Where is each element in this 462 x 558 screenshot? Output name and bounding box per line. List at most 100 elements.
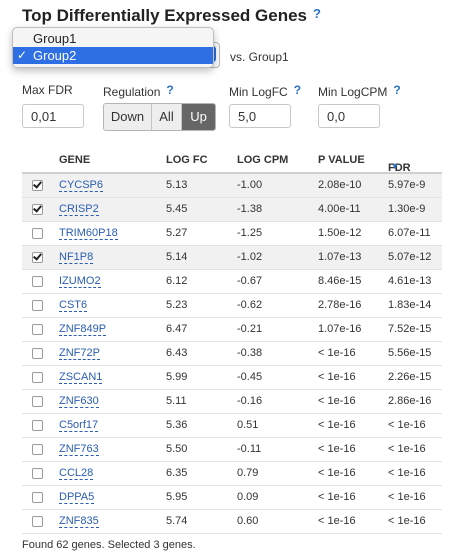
gene-link[interactable]: CRISP2: [59, 203, 99, 216]
dropdown-option-group1[interactable]: Group1: [13, 30, 213, 47]
row-checkbox[interactable]: [32, 252, 43, 263]
table-row[interactable]: CCL28 6.35 0.79 < 1e-16 < 1e-16: [22, 462, 442, 486]
row-checkbox[interactable]: [32, 228, 43, 239]
fdr-cell: 1.83e-14: [388, 299, 432, 311]
summary-text: Found 62 genes. Selected 3 genes.: [22, 539, 196, 551]
row-checkbox[interactable]: [32, 516, 43, 527]
checkmark-icon: ✓: [17, 48, 28, 62]
fdr-cell: < 1e-16: [388, 515, 426, 527]
table-row[interactable]: C5orf17 5.36 0.51 < 1e-16 < 1e-16: [22, 414, 442, 438]
column-header-gene[interactable]: GENE: [59, 154, 91, 166]
gene-link[interactable]: IZUMO2: [59, 275, 101, 288]
table-row[interactable]: ZNF630 5.11 -0.16 < 1e-16 2.86e-16: [22, 390, 442, 414]
logcpm-cell: -0.21: [237, 323, 263, 335]
gene-link[interactable]: ZNF763: [59, 443, 99, 456]
row-checkbox[interactable]: [32, 324, 43, 335]
logfc-cell: 6.35: [166, 467, 188, 479]
logcpm-cell: 0.51: [237, 419, 259, 431]
gene-link[interactable]: ZNF835: [59, 515, 99, 528]
table-row[interactable]: DPPA5 5.95 0.09 < 1e-16 < 1e-16: [22, 486, 442, 510]
table-row[interactable]: TRIM60P18 5.27 -1.25 1.50e-12 6.07e-11: [22, 222, 442, 246]
logfc-cell: 5.99: [166, 371, 188, 383]
logfc-cell: 6.47: [166, 323, 188, 335]
row-checkbox[interactable]: [32, 492, 43, 503]
regulation-label: Regulation?: [103, 83, 174, 99]
gene-link[interactable]: C5orf17: [59, 419, 99, 432]
table-row[interactable]: NF1P8 5.14 -1.02 1.07e-13 5.07e-12: [22, 246, 442, 270]
column-header-logcpm[interactable]: LOG CPM: [237, 154, 289, 166]
regulation-toggle: Down All Up: [103, 103, 216, 131]
sort-descending-icon: ▼: [391, 162, 399, 171]
fdr-cell: 6.07e-11: [388, 227, 431, 239]
table-row[interactable]: CST6 5.23 -0.62 2.78e-16 1.83e-14: [22, 294, 442, 318]
pvalue-cell: < 1e-16: [318, 347, 356, 359]
row-checkbox[interactable]: [32, 180, 43, 191]
row-checkbox[interactable]: [32, 372, 43, 383]
gene-link[interactable]: DPPA5: [59, 491, 95, 504]
gene-link[interactable]: CYCSP6: [59, 179, 104, 192]
gene-link[interactable]: CCL28: [59, 467, 94, 480]
row-checkbox[interactable]: [32, 348, 43, 359]
table-row[interactable]: CYCSP6 5.13 -1.00 2.08e-10 5.97e-9: [22, 174, 442, 198]
gene-link[interactable]: NF1P8: [59, 251, 94, 264]
row-checkbox[interactable]: [32, 420, 43, 431]
fdr-cell: 1.30e-9: [388, 203, 426, 215]
genes-table: GENE LOG FC LOG CPM P VALUE FDR ▼ CYCSP6 5…: [22, 146, 442, 534]
logcpm-cell: -1.02: [237, 251, 263, 263]
pvalue-cell: < 1e-16: [318, 467, 356, 479]
logfc-cell: 5.74: [166, 515, 188, 527]
dropdown-option-group2[interactable]: ✓ Group2: [13, 47, 213, 64]
logfc-cell: 6.12: [166, 275, 188, 287]
regulation-up-button[interactable]: Up: [182, 104, 215, 130]
pvalue-cell: < 1e-16: [318, 443, 356, 455]
table-header: GENE LOG FC LOG CPM P VALUE FDR ▼: [22, 146, 442, 174]
fdr-cell: 5.56e-15: [388, 347, 432, 359]
max-fdr-input[interactable]: [22, 104, 84, 128]
table-row[interactable]: IZUMO2 6.12 -0.67 8.46e-15 4.61e-13: [22, 270, 442, 294]
table-row[interactable]: ZNF763 5.50 -0.11 < 1e-16 < 1e-16: [22, 438, 442, 462]
gene-link[interactable]: ZSCAN1: [59, 371, 103, 384]
table-body: CYCSP6 5.13 -1.00 2.08e-10 5.97e-9 CRISP2 5.45…: [22, 174, 442, 534]
row-checkbox[interactable]: [32, 468, 43, 479]
regulation-down-button[interactable]: Down: [104, 104, 152, 130]
logfc-cell: 5.36: [166, 419, 188, 431]
min-logcpm-help-icon[interactable]: ?: [393, 83, 401, 97]
table-row[interactable]: ZSCAN1 5.99 -0.45 < 1e-16 2.26e-15: [22, 366, 442, 390]
table-row[interactable]: ZNF835 5.74 0.60 < 1e-16 < 1e-16: [22, 510, 442, 534]
gene-link[interactable]: ZNF849P: [59, 323, 107, 336]
title-help-icon[interactable]: ?: [313, 6, 321, 21]
max-fdr-label: Max FDR: [22, 83, 73, 97]
column-header-pvalue[interactable]: P VALUE: [318, 154, 365, 166]
logfc-cell: 5.23: [166, 299, 188, 311]
vs-group-label: vs. Group1: [230, 50, 289, 64]
gene-cell: TRIM60P18: [59, 227, 118, 240]
min-logfc-input[interactable]: [229, 104, 291, 128]
min-logcpm-label: Min LogCPM?: [318, 83, 401, 99]
gene-link[interactable]: ZNF630: [59, 395, 99, 408]
group-dropdown-menu: Group1 ✓ Group2: [12, 27, 214, 68]
row-checkbox[interactable]: [32, 276, 43, 287]
regulation-all-button[interactable]: All: [152, 104, 182, 130]
table-row[interactable]: ZNF72P 6.43 -0.38 < 1e-16 5.56e-15: [22, 342, 442, 366]
column-header-logfc[interactable]: LOG FC: [166, 154, 208, 166]
gene-cell: ZNF849P: [59, 323, 107, 336]
min-logcpm-input[interactable]: [318, 104, 380, 128]
fdr-cell: 5.97e-9: [388, 179, 426, 191]
row-checkbox[interactable]: [32, 396, 43, 407]
gene-cell: IZUMO2: [59, 275, 101, 288]
table-row[interactable]: ZNF849P 6.47 -0.21 1.07e-16 7.52e-15: [22, 318, 442, 342]
fdr-cell: 4.61e-13: [388, 275, 432, 287]
gene-cell: CST6: [59, 299, 88, 312]
row-checkbox[interactable]: [32, 204, 43, 215]
logcpm-cell: -0.67: [237, 275, 263, 287]
row-checkbox[interactable]: [32, 300, 43, 311]
regulation-help-icon[interactable]: ?: [166, 83, 174, 97]
table-row[interactable]: CRISP2 5.45 -1.38 4.00e-11 1.30e-9: [22, 198, 442, 222]
min-logfc-help-icon[interactable]: ?: [293, 83, 302, 97]
row-checkbox[interactable]: [32, 444, 43, 455]
gene-link[interactable]: ZNF72P: [59, 347, 100, 360]
gene-link[interactable]: CST6: [59, 299, 88, 312]
gene-cell: NF1P8: [59, 251, 94, 264]
logcpm-cell: -1.00: [237, 179, 263, 191]
gene-link[interactable]: TRIM60P18: [59, 227, 118, 240]
